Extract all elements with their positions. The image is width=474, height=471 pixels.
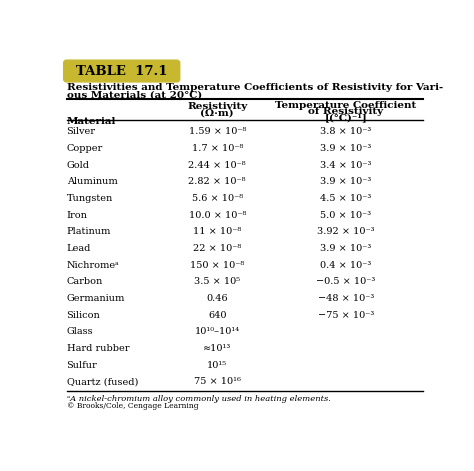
Text: Germanium: Germanium [66,294,125,303]
FancyBboxPatch shape [64,60,180,82]
Text: © Brooks/Cole, Cengage Learning: © Brooks/Cole, Cengage Learning [66,402,198,410]
Text: 5.6 × 10⁻⁸: 5.6 × 10⁻⁸ [191,194,243,203]
Text: 3.92 × 10⁻³: 3.92 × 10⁻³ [317,227,374,236]
Text: Aluminum: Aluminum [66,177,118,187]
Text: −0.5 × 10⁻³: −0.5 × 10⁻³ [316,277,375,286]
Text: Platinum: Platinum [66,227,111,236]
Text: Glass: Glass [66,327,93,336]
Text: Material: Material [66,117,116,126]
Text: 10¹⁵: 10¹⁵ [207,361,227,370]
Text: Copper: Copper [66,144,103,153]
Text: Carbon: Carbon [66,277,103,286]
Text: (Ω·m): (Ω·m) [201,108,234,117]
Text: Lead: Lead [66,244,91,253]
Text: 3.8 × 10⁻³: 3.8 × 10⁻³ [320,127,372,136]
Text: of Resistivity: of Resistivity [308,107,383,116]
Text: Resistivities and Temperature Coefficients of Resistivity for Vari-: Resistivities and Temperature Coefficien… [66,82,443,92]
Text: 5.0 × 10⁻³: 5.0 × 10⁻³ [320,211,371,219]
Text: Quartz (fused): Quartz (fused) [66,377,138,387]
Text: 2.44 × 10⁻⁸: 2.44 × 10⁻⁸ [188,161,246,170]
Text: 4.5 × 10⁻³: 4.5 × 10⁻³ [320,194,372,203]
Text: Tungsten: Tungsten [66,194,113,203]
Text: 75 × 10¹⁶: 75 × 10¹⁶ [194,377,241,387]
Text: 10.0 × 10⁻⁸: 10.0 × 10⁻⁸ [189,211,246,219]
Text: ≈10¹³: ≈10¹³ [203,344,231,353]
Text: Sulfur: Sulfur [66,361,97,370]
Text: 2.82 × 10⁻⁸: 2.82 × 10⁻⁸ [189,177,246,187]
Text: [(°C)⁻¹]: [(°C)⁻¹] [324,114,367,122]
Text: 11 × 10⁻⁸: 11 × 10⁻⁸ [193,227,241,236]
Text: Hard rubber: Hard rubber [66,344,129,353]
Text: 0.46: 0.46 [206,294,228,303]
Text: 150 × 10⁻⁸: 150 × 10⁻⁸ [190,261,244,270]
Text: 3.4 × 10⁻³: 3.4 × 10⁻³ [320,161,372,170]
Text: 640: 640 [208,311,227,320]
Text: 10¹⁰–10¹⁴: 10¹⁰–10¹⁴ [195,327,240,336]
Text: 3.9 × 10⁻³: 3.9 × 10⁻³ [320,244,372,253]
Text: 1.59 × 10⁻⁸: 1.59 × 10⁻⁸ [189,127,246,136]
Text: Resistivity: Resistivity [187,102,247,111]
Text: Temperature Coefficient: Temperature Coefficient [275,101,416,111]
Text: Silicon: Silicon [66,311,100,320]
Text: Gold: Gold [66,161,90,170]
Text: 3.9 × 10⁻³: 3.9 × 10⁻³ [320,144,372,153]
Text: 22 × 10⁻⁸: 22 × 10⁻⁸ [193,244,241,253]
Text: −48 × 10⁻³: −48 × 10⁻³ [318,294,374,303]
Text: −75 × 10⁻³: −75 × 10⁻³ [318,311,374,320]
Text: ous Materials (at 20°C): ous Materials (at 20°C) [66,91,202,100]
Text: 0.4 × 10⁻³: 0.4 × 10⁻³ [320,261,372,270]
Text: 3.5 × 10⁵: 3.5 × 10⁵ [194,277,240,286]
Text: Iron: Iron [66,211,88,219]
Text: 1.7 × 10⁻⁸: 1.7 × 10⁻⁸ [191,144,243,153]
Text: Nichromeᵃ: Nichromeᵃ [66,261,119,270]
Text: ᵃA nickel-chromium alloy commonly used in heating elements.: ᵃA nickel-chromium alloy commonly used i… [66,395,330,403]
Text: 3.9 × 10⁻³: 3.9 × 10⁻³ [320,177,372,187]
Text: Silver: Silver [66,127,96,136]
Text: TABLE  17.1: TABLE 17.1 [76,65,167,78]
